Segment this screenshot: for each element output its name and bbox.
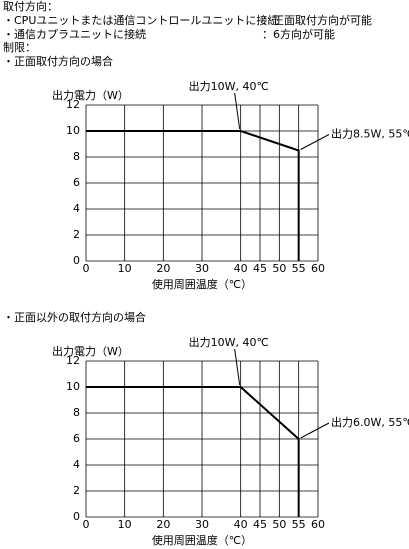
y-tick-label: 12 — [66, 98, 80, 111]
annotation: 出力6.0W, 55℃ — [331, 415, 409, 429]
x-tick-label: 0 — [83, 262, 90, 275]
y-tick-label: 10 — [66, 380, 80, 393]
annotation: 出力8.5W, 55℃ — [331, 127, 409, 141]
item-value: ：正面取付方向が可能 — [262, 13, 372, 27]
y-tick-label: 8 — [73, 406, 80, 419]
y-tick-label: 2 — [73, 484, 80, 497]
item-label: ・通信カプラユニットに接続 — [3, 27, 146, 41]
heading: 取付方向： — [3, 0, 58, 13]
y-tick-label: 4 — [73, 458, 80, 471]
x-tick-label: 50 — [272, 262, 286, 275]
y-tick-label: 6 — [73, 176, 80, 189]
x-tick-label: 40 — [234, 262, 248, 275]
x-tick-label: 0 — [83, 518, 90, 531]
x-tick-label: 45 — [253, 518, 267, 531]
x-tick-label: 30 — [195, 262, 209, 275]
item-value: ：6方向が可能 — [262, 27, 335, 41]
y-axis-label: 出力電力（W） — [52, 88, 129, 102]
x-tick-label: 40 — [234, 518, 248, 531]
annotation: 出力10W, 40℃ — [189, 335, 269, 349]
chart-title: ・正面以外の取付方向の場合 — [3, 310, 146, 324]
restriction: 制限： — [3, 41, 36, 54]
item-label: ・CPUユニットまたは通信コントロールユニットに接続 — [3, 13, 278, 27]
power-line — [86, 130, 300, 261]
x-tick-label: 55 — [292, 518, 306, 531]
y-tick-label: 6 — [73, 432, 80, 445]
x-tick-label: 50 — [272, 518, 286, 531]
x-tick-label: 20 — [156, 518, 170, 531]
x-axis-label: 使用周囲温度（℃） — [152, 277, 252, 291]
x-tick-label: 55 — [292, 262, 306, 275]
annotation-arrow — [300, 134, 330, 150]
y-tick-label: 10 — [66, 124, 80, 137]
annotation: 出力10W, 40℃ — [189, 79, 269, 93]
x-tick-label: 30 — [195, 518, 209, 531]
y-tick-label: 12 — [66, 354, 80, 367]
y-tick-label: 2 — [73, 228, 80, 241]
annotation-arrow — [234, 92, 241, 130]
x-tick-label: 60 — [311, 262, 325, 275]
annotation-arrow — [300, 422, 330, 439]
y-tick-label: 0 — [73, 510, 80, 523]
y-tick-label: 8 — [73, 150, 80, 163]
x-tick-label: 20 — [156, 262, 170, 275]
x-tick-label: 10 — [118, 262, 132, 275]
x-tick-label: 45 — [253, 262, 267, 275]
annotation-arrow — [234, 348, 241, 386]
y-axis-label: 出力電力（W） — [52, 344, 129, 358]
chart-title: ・正面取付方向の場合 — [3, 54, 113, 68]
x-tick-label: 60 — [311, 518, 325, 531]
power-line — [86, 386, 300, 517]
x-tick-label: 10 — [118, 518, 132, 531]
y-tick-label: 0 — [73, 254, 80, 267]
x-axis-label: 使用周囲温度（℃） — [152, 533, 252, 547]
y-tick-label: 4 — [73, 202, 80, 215]
